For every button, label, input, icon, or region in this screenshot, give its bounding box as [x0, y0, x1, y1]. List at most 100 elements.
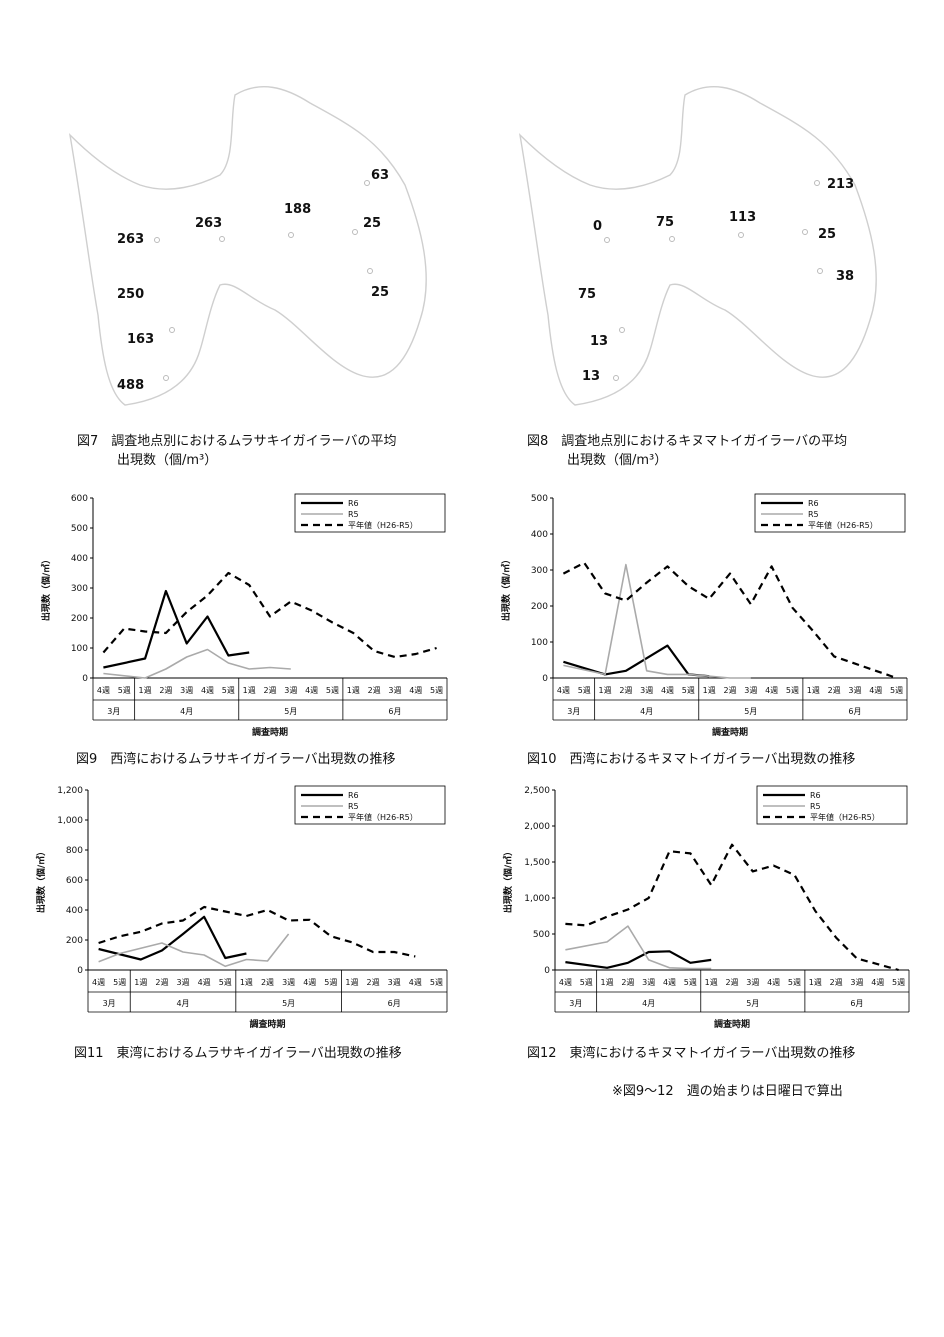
- x-tick-label: 4週: [869, 686, 882, 695]
- x-tick-label: 2週: [159, 686, 172, 695]
- y-tick-label: 1,000: [524, 894, 550, 904]
- y-tick-label: 1,000: [57, 816, 83, 826]
- x-tick-label: 5週: [578, 686, 591, 695]
- figure-8-caption: 図8 調査地点別におけるキヌマトイガイラーバの平均 出現数（個/m³）: [527, 432, 847, 470]
- series-line-r6: [103, 589, 250, 669]
- x-tick-label: 1週: [134, 978, 147, 987]
- x-tick-label: 1週: [809, 978, 822, 987]
- bay-outline: [518, 86, 877, 406]
- y-axis-label: 出現数（個/㎥）: [502, 847, 514, 913]
- month-label: 5月: [282, 999, 295, 1008]
- caption-line: 図7 調査地点別におけるムラサキイガイラーバの平均: [77, 434, 397, 449]
- legend-label: R5: [348, 802, 359, 811]
- y-tick-label: 0: [542, 674, 548, 684]
- month-label: 6月: [388, 999, 401, 1008]
- series-line-r5: [98, 933, 290, 968]
- x-tick-label: 4週: [409, 978, 422, 987]
- y-tick-label: 600: [71, 494, 88, 504]
- x-tick-label: 1週: [599, 686, 612, 695]
- month-label: 5月: [746, 999, 759, 1008]
- x-tick-label: 4週: [97, 686, 110, 695]
- x-tick-label: 4週: [559, 978, 572, 987]
- map-point-label: 0: [593, 219, 602, 234]
- y-tick-label: 2,500: [524, 786, 550, 796]
- y-tick-label: 1,200: [57, 786, 83, 796]
- x-tick-label: 4週: [663, 978, 676, 987]
- x-tick-label: 4週: [409, 686, 422, 695]
- x-tick-label: 5週: [222, 686, 235, 695]
- month-label: 4月: [180, 707, 193, 716]
- legend-label: R5: [810, 802, 821, 811]
- x-tick-label: 2週: [830, 978, 843, 987]
- x-tick-label: 4週: [198, 978, 211, 987]
- x-tick-label: 5週: [219, 978, 232, 987]
- legend-label: R6: [348, 499, 359, 508]
- x-tick-label: 5週: [890, 686, 903, 695]
- x-tick-label: 2週: [723, 686, 736, 695]
- legend-label: 平年値（H26-R5）: [348, 812, 418, 822]
- map-point-label: 113: [729, 210, 756, 225]
- legend-label: R6: [810, 791, 821, 800]
- y-tick-label: 500: [531, 494, 548, 504]
- legend-label: R6: [348, 791, 359, 800]
- x-tick-label: 1週: [243, 686, 256, 695]
- map-point-label: 25: [371, 285, 389, 300]
- x-tick-label: 1週: [139, 686, 152, 695]
- y-tick-label: 400: [71, 554, 88, 564]
- x-tick-label: 4週: [765, 686, 778, 695]
- y-tick-label: 0: [82, 674, 88, 684]
- x-tick-label: 3週: [388, 978, 401, 987]
- footnote: ※図9～12 週の始まりは日曜日で算出: [612, 1084, 843, 1099]
- map-point-label: 263: [195, 216, 222, 231]
- map-point-label: 13: [582, 369, 600, 384]
- station-dots: [154, 180, 373, 381]
- x-tick-label: 1週: [601, 978, 614, 987]
- map-point-label: 213: [827, 177, 854, 192]
- x-tick-label: 5週: [113, 978, 126, 987]
- y-tick-label: 400: [531, 530, 548, 540]
- chart-figure-11: 0 200 400 600 800 1,000 1,200 出現数（個/㎥） 4週 5週 1週 2週 3…: [35, 785, 448, 1030]
- series-line-r5: [565, 925, 712, 970]
- legend-label: 平年値（H26-R5）: [808, 520, 878, 530]
- x-tick-label: 2週: [261, 978, 274, 987]
- caption-line: 出現数（個/m³）: [567, 453, 668, 468]
- map-point-label: 188: [284, 202, 311, 217]
- map-point-label: 75: [656, 215, 674, 230]
- caption-line: 図8 調査地点別におけるキヌマトイガイラーバの平均: [527, 434, 848, 449]
- month-label: 6月: [388, 707, 401, 716]
- y-tick-label: 200: [531, 602, 548, 612]
- y-tick-label: 200: [71, 614, 88, 624]
- month-label: 5月: [744, 707, 757, 716]
- x-tick-label: 5週: [326, 686, 339, 695]
- x-tick-label: 3週: [176, 978, 189, 987]
- y-tick-label: 0: [544, 966, 550, 976]
- x-tick-label: 5週: [118, 686, 131, 695]
- x-tick-label: 5週: [788, 978, 801, 987]
- month-label: 3月: [569, 999, 582, 1008]
- legend-label: R6: [808, 499, 819, 508]
- chart-figure-9: 0 100 200 300 400 500 600 出現数（個/㎥） 4週 5週 1週 2週 3週 4週 5…: [40, 493, 448, 738]
- series-line-r6: [563, 644, 710, 678]
- x-tick-label: 3週: [640, 686, 653, 695]
- x-tick-label: 2週: [263, 686, 276, 695]
- map-point-label: 488: [117, 378, 144, 393]
- x-tick-label: 2週: [367, 978, 380, 987]
- y-tick-label: 500: [71, 524, 88, 534]
- x-tick-label: 5週: [682, 686, 695, 695]
- x-tick-label: 3週: [284, 686, 297, 695]
- x-tick-label: 4週: [201, 686, 214, 695]
- y-axis-label: 出現数（個/㎥）: [40, 555, 52, 621]
- month-label: 4月: [640, 707, 653, 716]
- month-label: 6月: [850, 999, 863, 1008]
- series-line-avg: [565, 843, 899, 972]
- x-tick-label: 2週: [828, 686, 841, 695]
- legend-label: R5: [348, 510, 359, 519]
- month-label: 3月: [103, 999, 116, 1008]
- x-tick-label: 2週: [619, 686, 632, 695]
- figure-7-caption: 図7 調査地点別におけるムラサキイガイラーバの平均 出現数（個/m³）: [77, 432, 397, 470]
- legend-label: 平年値（H26-R5）: [810, 812, 880, 822]
- chart-figure-12: 0 500 1,000 1,500 2,000 2,500 出現数（個/㎥） 4週 5週 1週 2週…: [502, 785, 910, 1030]
- x-tick-label: 2週: [621, 978, 634, 987]
- x-tick-label: 5週: [430, 686, 443, 695]
- y-axis-label: 出現数（個/㎥）: [35, 847, 47, 913]
